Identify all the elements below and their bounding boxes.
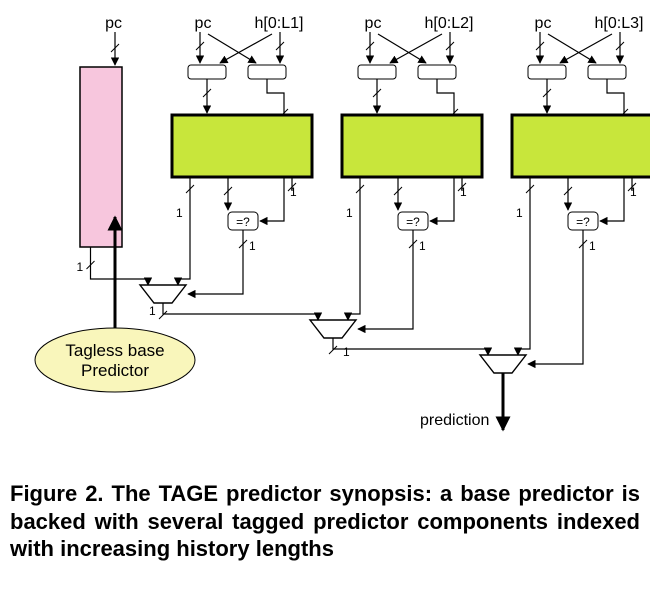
hash-box	[418, 65, 456, 79]
tage-diagram: pc 1 Tagless basePredictor pc h[0:L1] =? 1 1 1 pc…	[10, 10, 650, 440]
svg-text:Predictor: Predictor	[81, 361, 149, 380]
tagged-table	[512, 115, 650, 177]
svg-text:pc: pc	[105, 15, 122, 32]
svg-text:1: 1	[419, 239, 426, 253]
svg-text:prediction: prediction	[420, 412, 489, 429]
tagged-table	[172, 115, 312, 177]
svg-text:=?: =?	[236, 215, 250, 229]
hash-box	[588, 65, 626, 79]
svg-text:1: 1	[460, 185, 467, 199]
figure-caption: Figure 2. The TAGE predictor synopsis: a…	[10, 480, 640, 563]
hash-box	[188, 65, 226, 79]
svg-text:pc: pc	[365, 15, 382, 32]
svg-text:1: 1	[290, 185, 297, 199]
svg-text:1: 1	[176, 206, 183, 220]
svg-text:1: 1	[346, 206, 353, 220]
tagless-label-ellipse	[35, 328, 195, 392]
svg-text:h[0:L3]: h[0:L3]	[595, 15, 644, 32]
svg-text:h[0:L2]: h[0:L2]	[425, 15, 474, 32]
svg-text:1: 1	[630, 185, 637, 199]
svg-text:Tagless base: Tagless base	[65, 341, 164, 360]
svg-text:1: 1	[589, 239, 596, 253]
svg-text:1: 1	[343, 345, 350, 359]
svg-text:1: 1	[149, 304, 156, 318]
svg-text:=?: =?	[406, 215, 420, 229]
tagged-table	[342, 115, 482, 177]
hash-box	[248, 65, 286, 79]
svg-text:1: 1	[249, 239, 256, 253]
svg-text:pc: pc	[535, 15, 552, 32]
svg-text:pc: pc	[195, 15, 212, 32]
hash-box	[528, 65, 566, 79]
mux	[310, 320, 356, 338]
svg-text:h[0:L1]: h[0:L1]	[255, 15, 304, 32]
mux	[140, 285, 186, 303]
svg-text:=?: =?	[576, 215, 590, 229]
hash-box	[358, 65, 396, 79]
mux	[480, 355, 526, 373]
svg-text:1: 1	[516, 206, 523, 220]
svg-text:1: 1	[77, 260, 84, 274]
